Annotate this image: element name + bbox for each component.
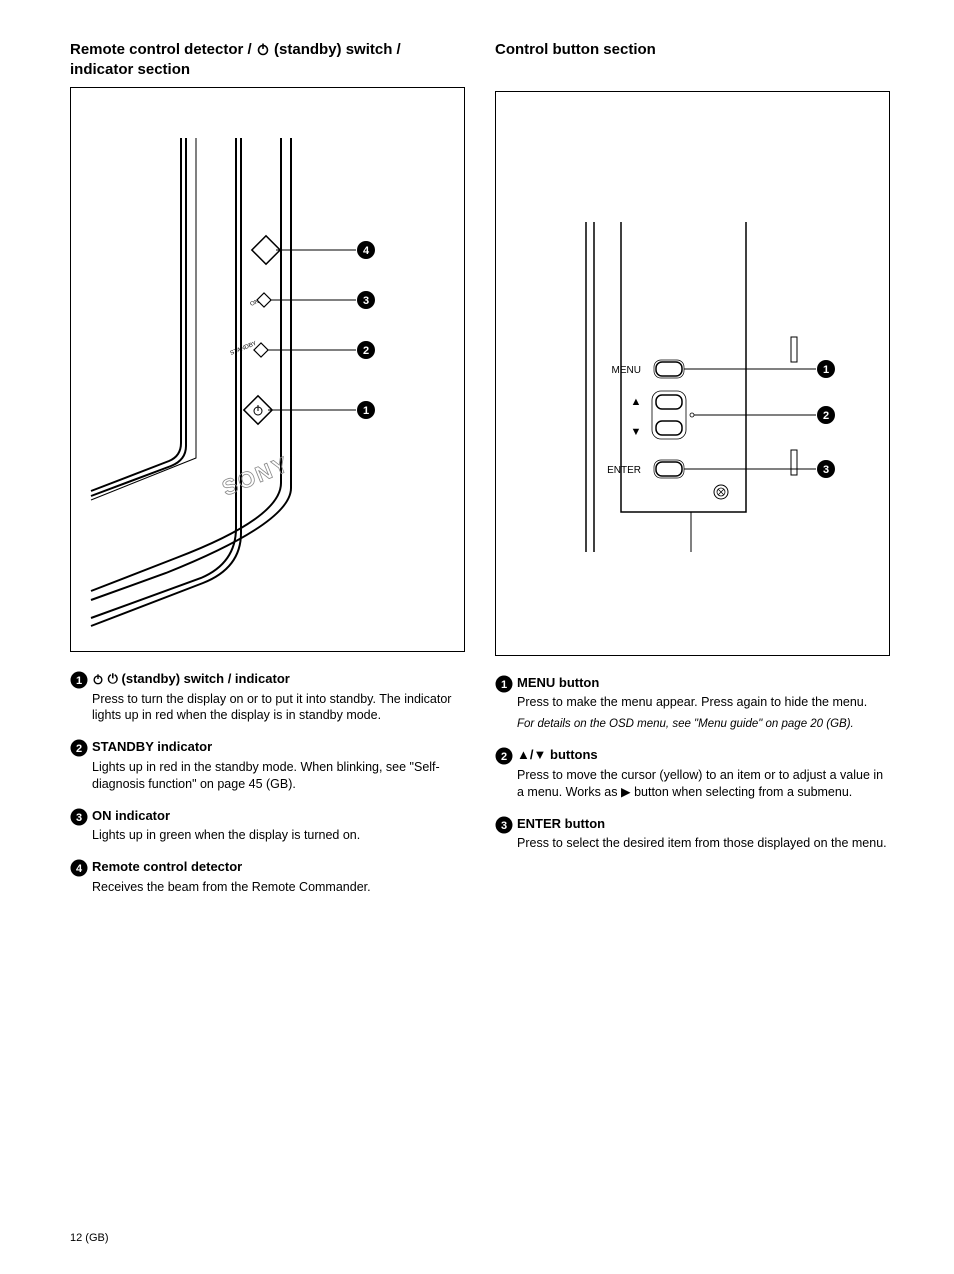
right-callout-1: 1 — [823, 364, 829, 376]
right-diagram-frame: MENU ▲ ▼ ENTER — [495, 91, 890, 656]
left-item-4-title: Remote control detector — [92, 858, 465, 876]
bullet-4-icon: 4 — [70, 858, 92, 877]
left-item-1-title-text: ⏻ (standby) switch / indicator — [108, 671, 290, 686]
left-item-3: 3 ON indicator Lights up in green when t… — [70, 807, 465, 844]
left-diagram-frame: ON STANDBY — [70, 87, 465, 652]
left-callout-2: 2 — [363, 345, 369, 357]
two-column-layout: Remote control detector / (standby) swit… — [70, 40, 890, 909]
bullet-1-icon: 1 — [70, 670, 92, 689]
btn-label-up: ▲ — [631, 396, 642, 408]
right-item-1-title: MENU button — [517, 674, 890, 692]
r-bullet-2-icon: 2 — [495, 746, 517, 765]
left-callout-3: 3 — [363, 295, 369, 307]
left-diagram-svg: ON STANDBY — [71, 88, 466, 651]
left-callout-1: 1 — [363, 405, 369, 417]
standby-icon — [92, 673, 104, 685]
svg-text:3: 3 — [76, 812, 82, 824]
right-item-3-body: Press to select the desired item from th… — [517, 835, 890, 852]
right-section-title: Control button section — [495, 40, 890, 60]
left-item-4: 4 Remote control detector Receives the b… — [70, 858, 465, 895]
page-number: 12 (GB) — [70, 1232, 109, 1244]
left-item-3-title: ON indicator — [92, 807, 465, 825]
right-item-3: 3 ENTER button Press to select the desir… — [495, 815, 890, 852]
label-on: ON — [250, 299, 261, 308]
right-item-2: 2 ▲/▼ ▲/▼ buttonsbuttons Press to move t… — [495, 746, 890, 800]
svg-text:2: 2 — [76, 743, 82, 755]
svg-text:2: 2 — [501, 751, 507, 763]
left-item-3-body: Lights up in green when the display is t… — [92, 827, 465, 844]
right-item-1-body: Press to make the menu appear. Press aga… — [517, 694, 890, 711]
bullet-3-icon: 3 — [70, 807, 92, 826]
right-callout-3: 3 — [823, 464, 829, 476]
btn-label-menu: MENU — [612, 365, 641, 376]
svg-text:1: 1 — [501, 679, 507, 691]
svg-text:3: 3 — [501, 820, 507, 832]
page-root: Remote control detector / (standby) swit… — [70, 40, 890, 909]
left-item-2-title: STANDBY indicator — [92, 738, 465, 756]
right-column: Control button section — [495, 40, 890, 909]
r-bullet-3-icon: 3 — [495, 815, 517, 834]
left-column: Remote control detector / (standby) swit… — [70, 40, 465, 909]
left-item-4-body: Receives the beam from the Remote Comman… — [92, 879, 465, 896]
left-item-list: 1 ⏻ (standby) switch / indicator Press t… — [70, 670, 465, 895]
left-item-1-body: Press to turn the display on or to put i… — [92, 691, 465, 725]
btn-label-down: ▼ — [631, 426, 642, 438]
right-item-1-body2: For details on the OSD menu, see "Menu g… — [517, 717, 890, 733]
sony-logo: SONY — [219, 451, 294, 501]
svg-text:4: 4 — [76, 863, 83, 875]
label-standby: STANDBY — [230, 341, 258, 357]
left-item-1-title: ⏻ (standby) switch / indicator — [92, 670, 465, 688]
right-item-list: 1 MENU button Press to make the menu app… — [495, 674, 890, 853]
bullet-2-icon: 2 — [70, 738, 92, 757]
left-callout-4: 4 — [363, 245, 370, 257]
right-item-2-title: ▲/▼ ▲/▼ buttonsbuttons — [517, 746, 890, 764]
right-item-3-title: ENTER button — [517, 815, 890, 833]
left-item-2-body: Lights up in red in the standby mode. Wh… — [92, 759, 465, 793]
r-bullet-1-icon: 1 — [495, 674, 517, 693]
left-item-2: 2 STANDBY indicator Lights up in red in … — [70, 738, 465, 792]
right-item-2-body: Press to move the cursor (yellow) to an … — [517, 767, 890, 801]
right-diagram-svg: MENU ▲ ▼ ENTER — [496, 92, 891, 655]
standby-icon — [256, 42, 270, 56]
left-title-line1: Remote control detector / — [70, 41, 256, 58]
btn-label-enter: ENTER — [607, 465, 641, 476]
left-item-1: 1 ⏻ (standby) switch / indicator Press t… — [70, 670, 465, 724]
right-item-1: 1 MENU button Press to make the menu app… — [495, 674, 890, 733]
left-section-title: Remote control detector / (standby) swit… — [70, 40, 465, 79]
right-callout-2: 2 — [823, 410, 829, 422]
svg-text:1: 1 — [76, 675, 82, 687]
